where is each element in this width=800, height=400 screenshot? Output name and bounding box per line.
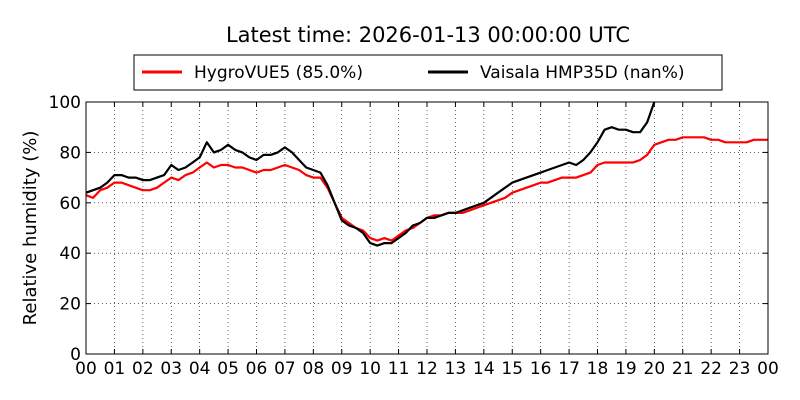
x-tick-label: 00 xyxy=(757,359,779,379)
x-tick-label: 22 xyxy=(700,359,722,379)
x-tick-label: 03 xyxy=(160,359,182,379)
x-tick-label: 09 xyxy=(331,359,353,379)
x-tick-label: 02 xyxy=(132,359,154,379)
x-tick-label: 04 xyxy=(189,359,211,379)
chart-title: Latest time: 2026-01-13 00:00:00 UTC xyxy=(226,23,630,47)
series-line-vaisala xyxy=(85,101,656,247)
y-tick-label: 80 xyxy=(59,143,81,163)
x-tick-label: 01 xyxy=(104,359,126,379)
x-tick-label: 17 xyxy=(558,359,580,379)
y-tick-label: 0 xyxy=(70,345,81,365)
x-tick-label: 06 xyxy=(246,359,268,379)
axis-ticks xyxy=(85,101,769,355)
x-tick-label: 21 xyxy=(672,359,694,379)
y-tick-label: 60 xyxy=(59,194,81,214)
x-tick-label: 08 xyxy=(303,359,325,379)
x-tick-label: 00 xyxy=(75,359,97,379)
y-axis-label: Relative humidity (%) xyxy=(20,131,41,326)
legend-label-hygrovue5: HygroVUE5 (85.0%) xyxy=(194,63,363,83)
series-lines xyxy=(85,101,768,247)
x-tick-label: 20 xyxy=(644,359,666,379)
legend-label-vaisala: Vaisala HMP35D (nan%) xyxy=(480,63,684,83)
y-tick-labels: 0 20 40 60 80 100 xyxy=(49,93,81,365)
y-tick-label: 100 xyxy=(49,93,81,113)
x-tick-label: 14 xyxy=(473,359,495,379)
x-tick-label: 11 xyxy=(388,359,410,379)
grid xyxy=(86,102,768,354)
series-line-hygrovue5 xyxy=(85,136,768,242)
y-tick-label: 40 xyxy=(59,244,81,264)
x-tick-label: 16 xyxy=(530,359,552,379)
x-tick-labels: 00 01 02 03 04 05 06 07 08 09 10 11 12 13 14 15 16 17 18 19… xyxy=(75,359,779,379)
x-tick-label: 19 xyxy=(615,359,637,379)
legend: HygroVUE5 (85.0%) Vaisala HMP35D (nan%) xyxy=(133,54,723,91)
x-tick-label: 18 xyxy=(587,359,609,379)
y-tick-label: 20 xyxy=(59,295,81,315)
x-tick-label: 12 xyxy=(416,359,438,379)
x-tick-label: 10 xyxy=(359,359,381,379)
x-tick-label: 07 xyxy=(274,359,296,379)
x-tick-label: 15 xyxy=(501,359,523,379)
x-tick-label: 13 xyxy=(445,359,467,379)
x-tick-label: 23 xyxy=(729,359,751,379)
x-tick-label: 05 xyxy=(217,359,239,379)
